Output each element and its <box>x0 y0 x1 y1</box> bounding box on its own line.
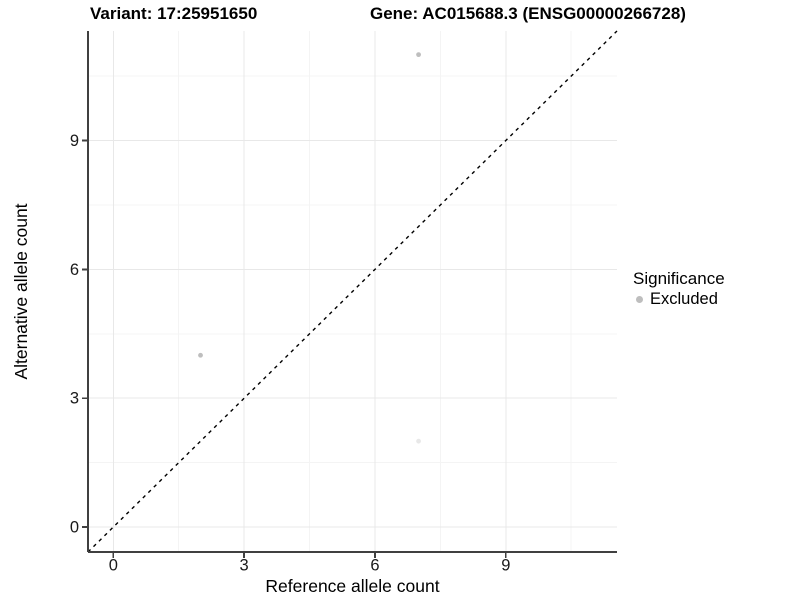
excluded-point-icon <box>635 295 643 303</box>
y-tick-label: 9 <box>70 132 79 150</box>
x-tick-label: 9 <box>501 557 510 575</box>
y-axis-title: Alternative allele count <box>11 203 31 379</box>
data-point <box>416 438 421 444</box>
x-tick-label: 0 <box>109 557 118 575</box>
legend: Significance Excluded <box>631 269 725 308</box>
gene-title: Gene: AC015688.3 (ENSG00000266728) <box>370 4 686 23</box>
y-tick-label: 3 <box>70 390 79 408</box>
legend-item-excluded: Excluded <box>631 290 725 308</box>
legend-title: Significance <box>633 269 725 288</box>
legend-key <box>631 291 647 307</box>
y-tick-label: 6 <box>70 261 79 279</box>
data-point <box>198 352 203 358</box>
data-point <box>416 52 421 58</box>
x-axis-title: Reference allele count <box>265 576 439 596</box>
variant-title: Variant: 17:25951650 <box>90 4 258 23</box>
legend-item-label: Excluded <box>650 290 718 308</box>
x-tick-label: 3 <box>240 557 249 575</box>
identity-dashed-line <box>87 30 618 553</box>
x-tick-label: 6 <box>370 557 379 575</box>
y-tick-label: 0 <box>70 519 79 537</box>
